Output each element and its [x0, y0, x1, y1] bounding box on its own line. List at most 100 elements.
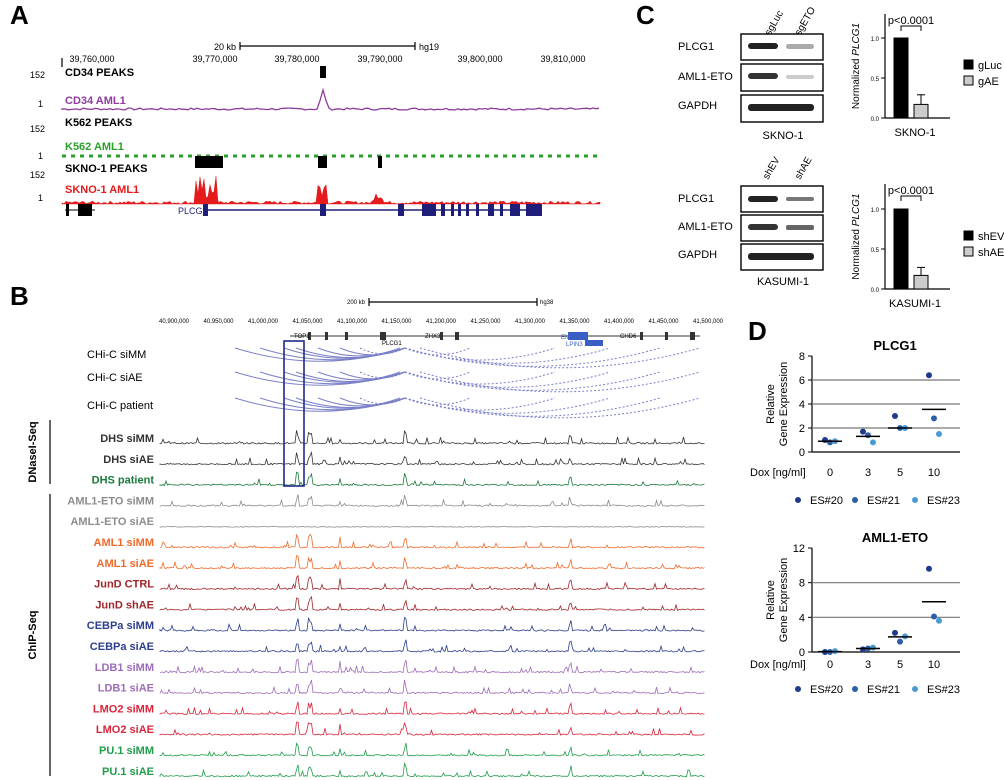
track-label-skno1-peaks: SKNO-1 PEAKS	[65, 163, 148, 175]
track-signal	[159, 450, 705, 466]
scale-label: 20 kb	[214, 42, 236, 52]
chart-title: SKNO-1	[895, 127, 936, 139]
legend-marker	[912, 497, 918, 503]
legend-label: ES#20	[810, 495, 843, 507]
track-label: AML1 siMM	[94, 537, 155, 549]
bar	[893, 37, 909, 119]
data-point	[892, 629, 898, 636]
y-axis-label-line: Relative	[765, 384, 777, 424]
x-tick-label: 3	[865, 659, 871, 671]
legend-swatch	[963, 59, 974, 70]
chic-arc	[404, 397, 471, 406]
data-point	[931, 613, 937, 620]
chic-arc	[404, 347, 611, 364]
track-signal	[159, 595, 705, 612]
track-ymax: 1	[38, 151, 43, 161]
p-value: p<0.0001	[888, 185, 934, 197]
coord-label: 39,780,000	[274, 54, 319, 64]
x-tick-label: 3	[865, 467, 871, 479]
y-axis-label-line: Gene Expression	[778, 362, 790, 446]
legend-label: ES#23	[927, 495, 960, 507]
chic-arc	[404, 347, 471, 356]
gene-label-plcg1: PLCG1	[178, 206, 208, 216]
assembly-label: hg38	[540, 300, 554, 306]
legend-swatch	[963, 246, 974, 257]
x-tick-label: 10	[928, 659, 940, 671]
track-signal	[159, 574, 705, 591]
gene-row	[290, 332, 700, 346]
group-label-chip: ChIP-Seq	[27, 611, 39, 660]
coord-label: 39,810,000	[540, 54, 585, 64]
track-label-cd34-peaks: CD34 PEAKS	[65, 67, 134, 79]
legend-label: gAE	[978, 76, 999, 88]
gene-label: CHD6	[620, 334, 637, 340]
track-label: AML1-ETO siAE	[70, 516, 154, 528]
y-tick-label: 8	[799, 351, 805, 363]
y-tick-label: 4	[799, 612, 805, 624]
legend-label: ES#21	[867, 495, 900, 507]
blot-panel	[740, 33, 824, 123]
y-tick-label: 6	[799, 375, 805, 387]
chic-arc	[404, 371, 611, 388]
coord-label: 40,900,000	[159, 319, 190, 325]
track-label: PU.1 siMM	[99, 745, 154, 757]
coord-label: 39,770,000	[192, 54, 237, 64]
chic-arc	[404, 347, 661, 367]
chic-label: CHi-C siAE	[87, 372, 143, 384]
y-tick-label: 0.0	[871, 117, 880, 123]
track-label: LDB1 siAE	[98, 683, 154, 695]
x-axis-label: Dox [ng/ml]	[750, 659, 806, 671]
gene-model-plcg1	[65, 204, 542, 216]
track-label: AML1-ETO siMM	[67, 495, 154, 507]
group-label-dnase: DNaseI-Seq	[27, 421, 39, 482]
legend-label: shEV	[978, 231, 1004, 243]
track-label: LMO2 siMM	[93, 703, 154, 715]
data-point	[926, 372, 932, 379]
track-label: DHS patient	[92, 475, 155, 487]
chart-title: AML1-ETO	[862, 530, 928, 545]
y-tick-label: 0.5	[871, 248, 880, 254]
chic-arc	[404, 371, 471, 380]
track-label: DHS siMM	[100, 433, 154, 445]
legend-marker	[852, 497, 858, 503]
chic-label: CHi-C siMM	[87, 349, 146, 361]
data-point	[870, 439, 876, 446]
panel-label-d: D	[748, 316, 767, 346]
track-label-cd34-aml1: CD34 AML1	[65, 95, 126, 107]
y-tick-label: 4	[799, 399, 805, 411]
data-point	[860, 646, 866, 653]
protein-label: PLCG1	[678, 193, 714, 205]
coord-label: 41,200,000	[426, 319, 457, 325]
peak-block	[195, 156, 223, 168]
track-label: AML1 siAE	[97, 558, 154, 570]
coord-label: 41,150,000	[381, 319, 412, 325]
legend-label: ES#23	[927, 684, 960, 696]
track-label: CEBPa siAE	[90, 641, 154, 653]
track-label: LMO2 siAE	[96, 724, 154, 736]
protein-label: AML1-ETO	[678, 221, 733, 233]
bar	[893, 208, 909, 290]
data-point	[926, 565, 932, 572]
skno1-aml1-signal	[61, 176, 601, 205]
peak-block	[320, 66, 326, 78]
bar	[913, 274, 929, 290]
panel-label-b: B	[10, 281, 29, 311]
x-axis-label: Dox [ng/ml]	[750, 467, 806, 479]
gene-label: TOP1	[294, 334, 310, 340]
chic-arc	[317, 347, 401, 357]
protein-label: GAPDH	[678, 249, 717, 261]
scale-label: 200 kb	[347, 300, 366, 306]
track-label: LDB1 siMM	[95, 662, 154, 674]
lane-label: sgETO	[793, 5, 818, 37]
data-point	[865, 432, 871, 439]
assembly-label: hg19	[419, 42, 439, 52]
chart-title: KASUMI-1	[889, 298, 941, 310]
track-label: DHS siAE	[103, 454, 154, 466]
track-label-k562-aml1: K562 AML1	[65, 141, 124, 153]
legend-marker	[795, 497, 801, 503]
signal-tracks: DHS siMM DHS siAE DHS patient AML1-ETO siMM…	[67, 429, 705, 778]
signal-area	[61, 176, 601, 205]
coord-label: 41,300,000	[515, 319, 546, 325]
